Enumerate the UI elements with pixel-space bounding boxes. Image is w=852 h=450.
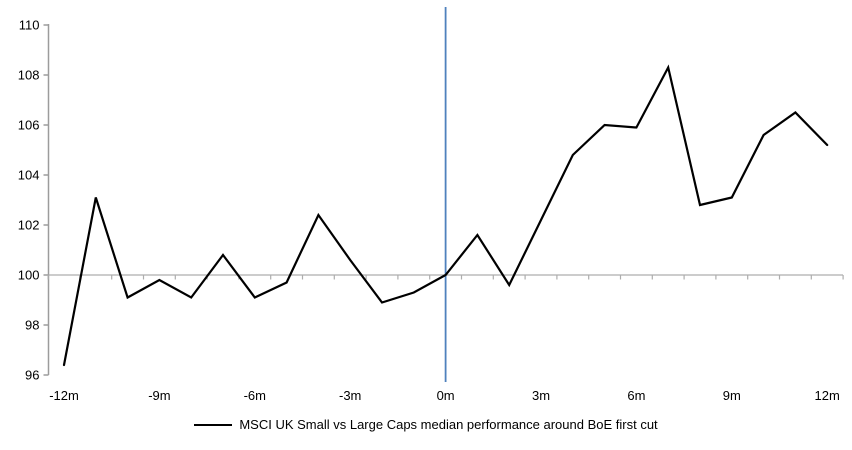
y-tick-label: 100 xyxy=(18,268,40,283)
legend-line-swatch xyxy=(194,423,233,426)
legend: MSCI UK Small vs Large Caps median perfo… xyxy=(0,417,852,432)
x-tick-label: 3m xyxy=(532,388,550,403)
series-line xyxy=(62,64,829,367)
x-tick-label: -9m xyxy=(148,388,170,403)
x-tick-label: -3m xyxy=(339,388,361,403)
y-tick-label: 98 xyxy=(25,318,39,333)
y-tick-label: 108 xyxy=(18,68,40,83)
y-tick-label: 102 xyxy=(18,218,40,233)
legend-label: MSCI UK Small vs Large Caps median perfo… xyxy=(239,417,658,432)
y-tick-label: 96 xyxy=(25,368,39,383)
y-tick-label: 110 xyxy=(19,18,40,33)
x-tick-label: 9m xyxy=(723,388,741,403)
x-tick-label: -12m xyxy=(49,388,79,403)
y-tick-label: 106 xyxy=(18,118,40,133)
x-tick-label: 12m xyxy=(815,388,840,403)
x-tick-label: 0m xyxy=(437,388,455,403)
y-tick-label: 104 xyxy=(18,168,40,183)
x-tick-label: 6m xyxy=(627,388,645,403)
x-tick-label: -6m xyxy=(244,388,266,403)
